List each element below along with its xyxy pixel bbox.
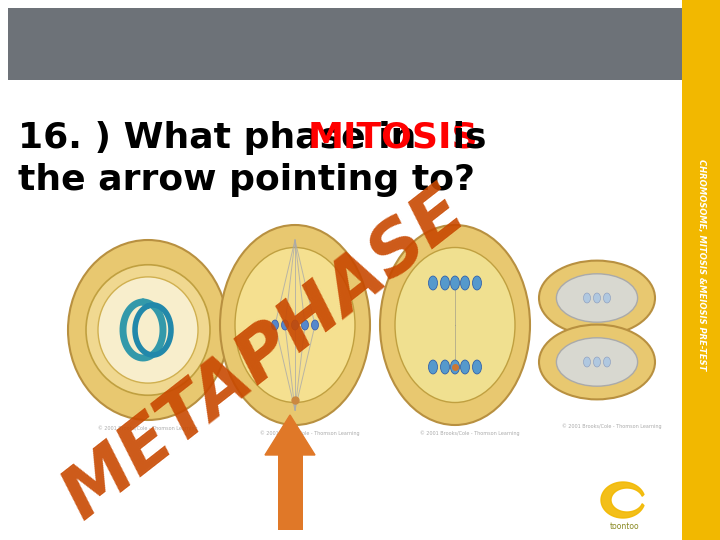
Bar <box>8 8 682 80</box>
Text: CHROMOSOME, MITOSIS &MEIOSIS PRE-TEST: CHROMOSOME, MITOSIS &MEIOSIS PRE-TEST <box>696 159 706 370</box>
Ellipse shape <box>539 325 655 400</box>
Ellipse shape <box>380 225 530 425</box>
Ellipse shape <box>312 320 318 330</box>
Ellipse shape <box>302 320 308 330</box>
Ellipse shape <box>86 265 210 395</box>
Ellipse shape <box>68 240 228 420</box>
Ellipse shape <box>557 274 638 322</box>
Ellipse shape <box>593 293 600 303</box>
Ellipse shape <box>395 247 515 402</box>
Ellipse shape <box>451 276 459 290</box>
Text: toontoo: toontoo <box>610 522 640 531</box>
Text: © 2001 Brooks/Cole - Thomson Learning: © 2001 Brooks/Cole - Thomson Learning <box>562 423 662 429</box>
Text: the arrow pointing to?: the arrow pointing to? <box>18 163 475 197</box>
Text: 16. ) What phase in: 16. ) What phase in <box>18 121 429 155</box>
Text: © 2001 Brooks/Cole - Thomson Learning: © 2001 Brooks/Cole - Thomson Learning <box>420 430 520 436</box>
Ellipse shape <box>557 338 638 386</box>
Ellipse shape <box>539 261 655 335</box>
Ellipse shape <box>603 357 611 367</box>
Text: METAPHASE: METAPHASE <box>50 177 480 534</box>
Ellipse shape <box>472 276 482 290</box>
Ellipse shape <box>98 277 198 383</box>
Polygon shape <box>601 482 644 518</box>
Ellipse shape <box>583 293 590 303</box>
Ellipse shape <box>593 357 600 367</box>
Text: MITOSIS: MITOSIS <box>308 121 479 155</box>
Ellipse shape <box>461 276 469 290</box>
Ellipse shape <box>441 360 449 374</box>
Ellipse shape <box>461 360 469 374</box>
Text: © 2001 Brooks/Cole - Thomson Learning: © 2001 Brooks/Cole - Thomson Learning <box>260 430 359 436</box>
Polygon shape <box>265 415 315 455</box>
Bar <box>277 455 302 530</box>
Ellipse shape <box>282 320 289 330</box>
Ellipse shape <box>292 320 299 330</box>
Ellipse shape <box>271 320 279 330</box>
Ellipse shape <box>441 276 449 290</box>
Ellipse shape <box>428 360 438 374</box>
Text: © 2001 Brooks/Cole - Thomson Learning: © 2001 Brooks/Cole - Thomson Learning <box>98 425 197 430</box>
Ellipse shape <box>235 247 355 402</box>
Ellipse shape <box>451 360 459 374</box>
Ellipse shape <box>583 357 590 367</box>
Bar <box>682 0 720 540</box>
Ellipse shape <box>428 276 438 290</box>
Ellipse shape <box>603 293 611 303</box>
Text: is: is <box>440 121 487 155</box>
Ellipse shape <box>220 225 370 425</box>
Ellipse shape <box>472 360 482 374</box>
